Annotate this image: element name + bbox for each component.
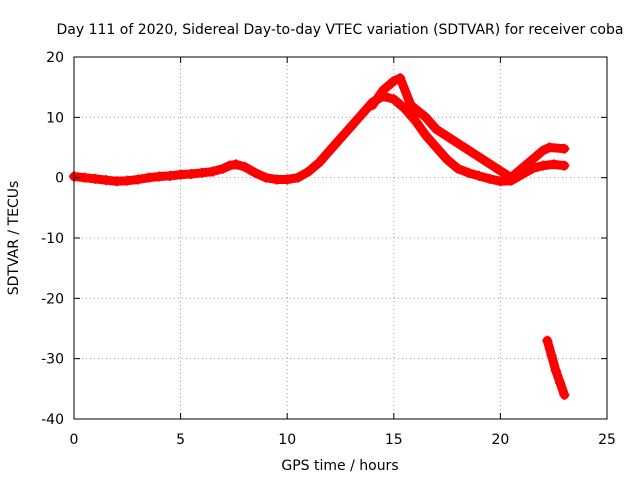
data-point	[378, 85, 389, 96]
data-point	[132, 174, 143, 185]
x-tick-label: 20	[491, 432, 509, 448]
series-main	[69, 91, 570, 187]
data-point	[538, 160, 549, 171]
data-point	[231, 159, 242, 170]
data-point	[431, 142, 442, 153]
grid	[74, 57, 607, 419]
data-point	[431, 124, 442, 135]
x-axis-label: GPS time / hours	[281, 458, 398, 474]
data-point	[420, 112, 431, 123]
x-tick-label: 5	[176, 432, 185, 448]
series-upper-band	[367, 73, 570, 183]
data-point	[346, 121, 357, 132]
data-point	[506, 172, 517, 183]
data-point	[484, 173, 495, 184]
data-point	[356, 109, 367, 120]
data-point	[495, 176, 506, 187]
y-tick-label: -40	[41, 412, 64, 428]
data-point	[314, 157, 325, 168]
data-point	[546, 350, 557, 361]
data-point	[410, 115, 421, 126]
data-point	[544, 142, 555, 153]
data-point	[405, 100, 416, 111]
data-point	[463, 167, 474, 178]
data-point	[388, 94, 399, 105]
x-tick-label: 10	[278, 432, 296, 448]
data-point	[143, 172, 154, 183]
x-tick-label: 25	[598, 432, 616, 448]
y-tick-label: 10	[46, 110, 64, 126]
data-point	[388, 76, 399, 87]
data-point	[79, 172, 90, 183]
series-tail	[542, 335, 570, 400]
series-layer	[69, 73, 570, 400]
data-point	[324, 145, 335, 156]
data-point	[559, 160, 570, 171]
data-point	[474, 170, 485, 181]
data-point	[542, 335, 553, 346]
data-point	[196, 167, 207, 178]
ticks: 0 5 10 15 20 25 -40 -30 -20 -10 0 10 20	[41, 50, 616, 448]
data-point	[250, 167, 261, 178]
data-point	[260, 172, 271, 183]
data-point	[207, 166, 218, 177]
data-point	[550, 365, 561, 376]
data-point	[527, 154, 538, 165]
data-point	[559, 389, 570, 400]
y-axis-label: SDTVAR / TECUs	[6, 181, 22, 296]
data-point	[516, 163, 527, 174]
data-point	[164, 170, 175, 181]
data-point	[335, 133, 346, 144]
data-point	[303, 166, 314, 177]
y-tick-label: -20	[41, 291, 64, 307]
data-point	[154, 171, 165, 182]
data-point	[395, 73, 406, 84]
data-point	[218, 163, 229, 174]
data-point	[111, 176, 122, 187]
y-tick-label: -10	[41, 231, 64, 247]
data-point	[559, 143, 570, 154]
series-band	[368, 73, 569, 183]
y-tick-label: 20	[46, 50, 64, 66]
data-point	[282, 174, 293, 185]
data-point	[538, 145, 549, 156]
data-point	[555, 377, 566, 388]
data-point	[122, 175, 133, 186]
data-point	[100, 175, 111, 186]
y-tick-label: 0	[55, 171, 64, 187]
data-point	[90, 173, 101, 184]
x-tick-label: 15	[385, 432, 403, 448]
chart-title: Day 111 of 2020, Sidereal Day-to-day VTE…	[57, 22, 624, 38]
data-point	[186, 169, 197, 180]
data-point	[224, 160, 235, 171]
data-point	[452, 163, 463, 174]
x-tick-label: 0	[70, 432, 79, 448]
y-tick-label: -30	[41, 352, 64, 368]
data-point	[239, 161, 250, 172]
data-point	[175, 169, 186, 180]
data-point	[271, 174, 282, 185]
plot-frame	[73, 56, 608, 420]
data-point	[442, 154, 453, 165]
data-point	[367, 100, 378, 111]
data-point	[548, 159, 559, 170]
data-point	[292, 172, 303, 183]
data-point	[420, 130, 431, 141]
